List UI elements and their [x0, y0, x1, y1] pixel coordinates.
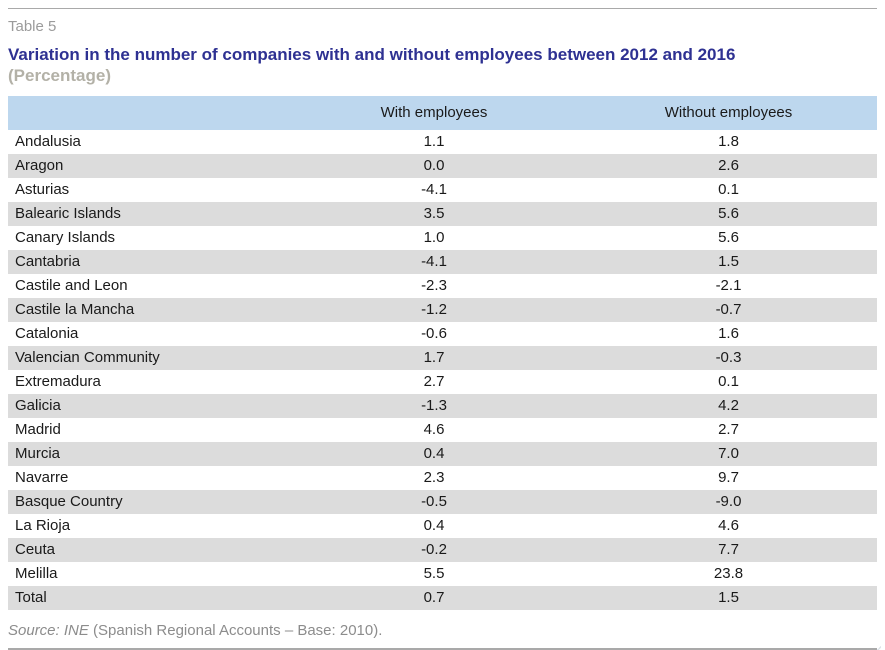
bottom-divider [8, 647, 877, 650]
table-row: Total 0.7 1.5 [8, 585, 877, 610]
without-employees-cell: 7.7 [718, 541, 739, 559]
region-name-cell: Balearic Islands [15, 205, 121, 223]
table-row: Castile la Mancha -1.2 -0.7 [8, 297, 877, 322]
resize-grip-icon [871, 646, 881, 650]
without-employees-cell: 4.6 [718, 517, 739, 535]
with-employees-cell: -4.1 [421, 181, 447, 199]
region-name-cell: Extremadura [15, 373, 101, 391]
with-employees-cell: -1.2 [421, 301, 447, 319]
without-employees-cell: 0.1 [718, 181, 739, 199]
without-employees-cell: 1.5 [718, 253, 739, 271]
without-employees-cell: -9.0 [715, 493, 742, 511]
top-divider [8, 8, 877, 9]
region-name-cell: Navarre [15, 469, 69, 487]
without-employees-cell: 5.6 [718, 205, 739, 223]
table-row: Cantabria -4.1 1.5 [8, 249, 877, 274]
table-row: Navarre 2.3 9.7 [8, 466, 877, 490]
without-employees-cell: 23.8 [713, 565, 744, 583]
table-row: Castile and Leon -2.3 -2.1 [8, 274, 877, 298]
region-name-cell: Valencian Community [15, 349, 160, 367]
with-employees-cell: 1.7 [423, 349, 445, 367]
table-row: Canary Islands 1.0 5.6 [8, 226, 877, 250]
with-employees-cell: 0.0 [423, 157, 445, 175]
without-employees-cell: -0.3 [715, 349, 742, 367]
table-row: Extremadura 2.7 0.1 [8, 370, 877, 394]
region-name-cell: Ceuta [15, 541, 56, 559]
table-row: Valencian Community 1.7 -0.3 [8, 345, 877, 370]
source-note-rest: (Spanish Regional Accounts – Base: 2010)… [88, 621, 383, 639]
source-note-italic: Source: INE [8, 621, 89, 639]
without-employees-cell: 1.8 [718, 133, 739, 151]
table-row: Andalusia 1.1 1.8 [8, 130, 877, 154]
with-employees-cell: 0.7 [423, 589, 445, 607]
with-employees-cell: 2.7 [423, 373, 445, 391]
with-employees-cell: -0.6 [421, 325, 447, 343]
with-employees-cell: 2.3 [423, 469, 445, 487]
region-name-cell: Catalonia [15, 325, 79, 343]
table-row: Aragon 0.0 2.6 [8, 153, 877, 178]
region-name-cell: La Rioja [15, 517, 71, 535]
table-row: Galicia -1.3 4.2 [8, 393, 877, 418]
region-name-cell: Andalusia [15, 133, 81, 151]
with-employees-cell: -0.5 [421, 493, 447, 511]
table-body: Andalusia 1.1 1.8 Aragon 0.0 2.6 Asturias -4.1 0… [8, 130, 877, 610]
region-name-cell: Madrid [15, 421, 61, 439]
with-employees-cell: -1.3 [421, 397, 447, 415]
region-name-cell: Aragon [15, 157, 64, 175]
without-employees-cell: 2.6 [718, 157, 739, 175]
with-employees-cell: 3.5 [423, 205, 445, 223]
table-number-label: Table 5 [8, 18, 57, 35]
with-employees-cell: 0.4 [423, 517, 445, 535]
region-name-cell: Basque Country [15, 493, 123, 511]
with-employees-cell: 5.5 [423, 565, 445, 583]
region-name-cell: Asturias [15, 181, 70, 199]
table-row: Catalonia -0.6 1.6 [8, 322, 877, 346]
without-employees-cell: 5.6 [718, 229, 739, 247]
table-row: Melilla 5.5 23.8 [8, 562, 877, 586]
without-employees-cell: -2.1 [715, 277, 742, 295]
without-employees-cell: 0.1 [718, 373, 739, 391]
without-employees-cell: 9.7 [718, 469, 739, 487]
table-row: Madrid 4.6 2.7 [8, 418, 877, 442]
with-employees-cell: 1.0 [423, 229, 445, 247]
region-name-cell: Castile la Mancha [15, 301, 135, 319]
with-employees-cell: 1.1 [423, 133, 445, 151]
region-name-cell: Melilla [15, 565, 58, 583]
with-employees-cell: 4.6 [423, 421, 445, 439]
table-row: Murcia 0.4 7.0 [8, 441, 877, 466]
column-header-region [8, 95, 288, 130]
without-employees-cell: -0.7 [715, 301, 742, 319]
table-row: Ceuta -0.2 7.7 [8, 537, 877, 562]
without-employees-cell: 1.6 [718, 325, 739, 343]
column-header-with-employees: With employees [288, 95, 580, 130]
page-subtitle: (Percentage) [8, 65, 111, 85]
without-employees-cell: 2.7 [718, 421, 739, 439]
region-name-cell: Canary Islands [15, 229, 116, 247]
without-employees-cell: 1.5 [718, 589, 739, 607]
table-header: With employees Without employees [8, 95, 877, 130]
column-header-without-employees: Without employees [580, 95, 877, 130]
without-employees-cell: 4.2 [718, 397, 739, 415]
region-name-cell: Total [15, 589, 47, 607]
document-page: Table 5 Variation in the number of compa… [0, 8, 885, 650]
table-row: Balearic Islands 3.5 5.6 [8, 201, 877, 226]
table-header-row: With employees Without employees [8, 95, 877, 130]
source-note: Source: INE (Spanish Regional Accounts –… [8, 622, 877, 639]
with-employees-cell: -2.3 [421, 277, 447, 295]
with-employees-cell: 0.4 [423, 445, 445, 463]
region-name-cell: Castile and Leon [15, 277, 128, 295]
page-title: Variation in the number of companies wit… [8, 45, 736, 64]
region-name-cell: Cantabria [15, 253, 81, 271]
with-employees-cell: -4.1 [421, 253, 447, 271]
region-name-cell: Galicia [15, 397, 61, 415]
data-table: With employees Without employees Andalus… [8, 95, 877, 610]
table-row: La Rioja 0.4 4.6 [8, 514, 877, 538]
region-name-cell: Murcia [15, 445, 61, 463]
table-row: Basque Country -0.5 -9.0 [8, 489, 877, 514]
without-employees-cell: 7.0 [718, 445, 739, 463]
table-row: Asturias -4.1 0.1 [8, 178, 877, 202]
with-employees-cell: -0.2 [421, 541, 447, 559]
